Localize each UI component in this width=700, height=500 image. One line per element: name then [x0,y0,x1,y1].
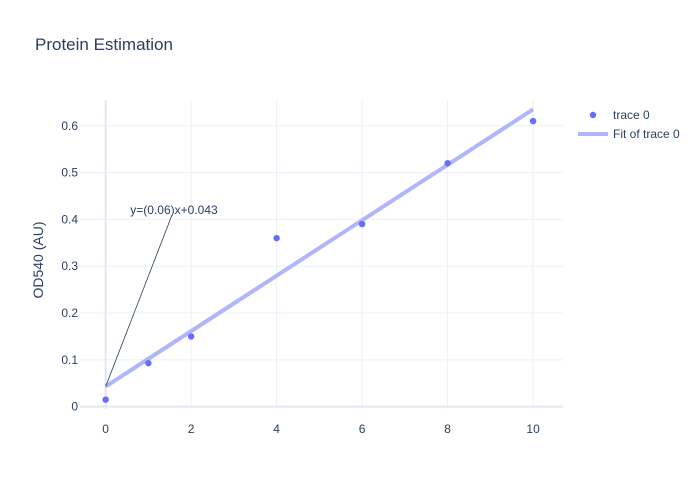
legend-label: trace 0 [613,108,650,122]
y-axis-title: OD540 (AU) [30,221,46,298]
x-tick-label: 4 [273,422,280,436]
fit-line [104,107,535,389]
y-tick-label: 0.2 [61,306,78,320]
annotation-arrow [105,214,173,387]
x-tick-label: 8 [444,422,451,436]
y-tick-label: 0.6 [61,119,78,133]
legend-label: Fit of trace 0 [613,127,680,141]
y-tick-label: 0.4 [61,212,78,226]
data-point [358,220,366,228]
data-point [145,359,152,367]
grid-layer [80,100,563,409]
annotation-layer: y=(0.06)x+0.043 [105,203,218,387]
legend-marker [589,111,597,119]
y-tick-label: 0.3 [61,259,78,273]
x-tick-label: 2 [188,422,195,436]
series-layer [102,107,537,403]
data-point [529,117,537,125]
data-point [187,333,195,340]
chart-title: Protein Estimation [35,35,173,54]
x-tick-label: 6 [359,422,366,436]
data-point [273,234,280,242]
data-point [102,396,109,403]
axis-layer: 0 2 4 6 8 10 0 0.1 0.2 0.3 0.4 0.5 0.6 [61,119,540,436]
annotation-text: y=(0.06)x+0.043 [130,203,218,217]
y-tick-label: 0.5 [61,166,78,180]
x-tick-label: 0 [102,422,109,436]
y-tick-label: 0.1 [61,353,78,367]
y-tick-label: 0 [71,400,78,414]
data-point [444,160,451,167]
x-tick-label: 10 [526,422,540,436]
legend-item[interactable]: trace 0 [589,108,650,122]
legend[interactable]: trace 0 Fit of trace 0 [578,108,680,141]
legend-item[interactable]: Fit of trace 0 [578,127,680,141]
